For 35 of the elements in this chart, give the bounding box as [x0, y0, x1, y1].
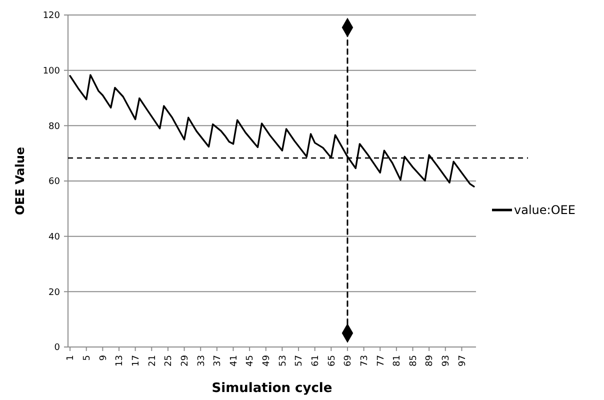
x-tick-label: 73 [360, 355, 370, 366]
x-tick-label: 65 [327, 355, 338, 366]
x-axis-title: Simulation cycle [212, 381, 332, 396]
x-tick-label: 81 [392, 355, 403, 366]
y-tick-label: 0 [54, 343, 60, 354]
x-tick-label: 97 [458, 355, 468, 366]
x-tick-label: 17 [131, 355, 142, 366]
x-tick-label: 45 [246, 355, 256, 366]
y-tick-label: 100 [42, 66, 60, 76]
x-tick-label: 69 [344, 354, 354, 366]
x-tick-label: 13 [115, 355, 126, 366]
y-tick-label: 60 [48, 177, 60, 188]
y-tick-label: 80 [48, 122, 60, 132]
y-axis-title: OEE Value [13, 146, 27, 216]
x-tick-label: 49 [262, 354, 272, 366]
x-tick-label: 29 [180, 354, 190, 366]
y-tick-label: 120 [42, 11, 60, 22]
x-tick-label: 21 [148, 355, 158, 366]
x-tick-label: 1 [66, 355, 76, 361]
legend-label: value:OEE [514, 203, 576, 218]
x-tick-label: 37 [213, 355, 224, 366]
x-tick-label: 25 [164, 355, 174, 366]
x-tick-label: 85 [408, 355, 419, 366]
x-tick-label: 57 [294, 355, 305, 366]
y-tick-label: 40 [48, 232, 60, 242]
x-tick-label: 41 [229, 355, 240, 366]
x-tick-label: 61 [310, 355, 321, 366]
y-tick-label: 20 [48, 288, 60, 298]
x-tick-label: 77 [376, 355, 386, 366]
x-tick-label: 33 [196, 355, 207, 366]
x-tick-label: 5 [82, 355, 93, 361]
x-tick-label: 93 [442, 355, 452, 366]
x-tick-label: 53 [278, 355, 288, 366]
x-tick-label: 89 [425, 354, 436, 366]
x-tick-label: 9 [98, 354, 109, 361]
